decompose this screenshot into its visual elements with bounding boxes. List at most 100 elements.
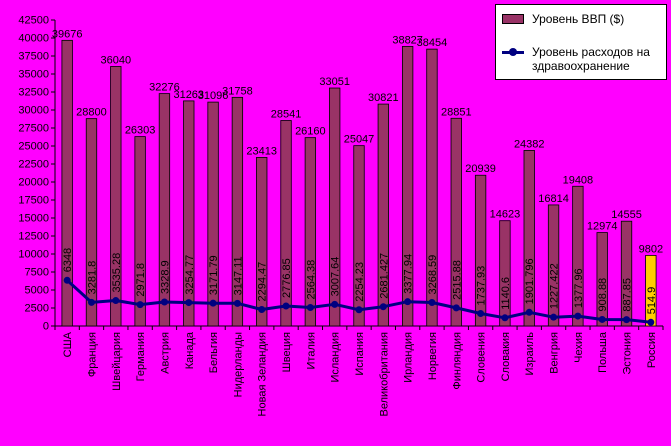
line-marker [331,300,339,308]
legend-entry-gdp: Уровень ВВП ($) [502,12,624,26]
bar-value-label: 38827 [392,34,423,46]
x-tick-label: Словения [476,332,488,383]
bar-value-label: 24382 [514,138,545,150]
bar-value-label: 25047 [344,134,375,146]
bar-value-label: 26303 [125,125,156,137]
x-tick-label: Нидерланды [232,332,244,397]
bar-value-label: 28541 [271,109,302,121]
bar [523,150,535,327]
line-value-label: 6348 [62,248,74,272]
bar-value-label: 36040 [101,55,132,67]
y-tick-label: 2500 [25,303,49,315]
bar [158,93,171,327]
bar-value-label: 9802 [639,243,663,255]
line-value-label: 3147.11 [232,256,244,295]
bar [450,117,462,327]
legend-label-gdp: Уровень ВВП ($) [532,12,625,26]
line-marker [87,298,95,306]
line-value-label: 2681.427 [378,253,390,299]
line-value-label: 3268.59 [427,255,439,295]
y-tick-label: 0 [43,321,49,333]
x-tick-label: Польша [597,331,609,373]
bar [280,120,292,327]
bar [426,48,438,327]
x-tick-label: Бельгия [208,332,220,373]
y-tick-label: 35000 [18,69,49,81]
bar [596,232,608,327]
line-value-label: 908.88 [597,278,609,312]
y-tick-label: 7500 [25,267,49,279]
legend-entry-health: Уровень расходов на здравоохранение [502,45,650,73]
line-marker [428,298,436,306]
bar [231,96,244,327]
line-value-label: 2515.88 [451,260,463,300]
x-tick-label: США [62,331,74,357]
x-tick-label: Великобритания [378,332,390,417]
legend-bar-swatch [502,14,524,24]
y-tick-label: 30000 [18,105,49,117]
x-tick-label: Финляндия [451,332,463,390]
line-value-label: 2294.47 [257,262,269,302]
line-value-label: 2776.85 [281,258,293,298]
bar-value-label: 16814 [538,193,569,205]
bar [645,255,657,327]
x-tick-label: Германия [135,332,147,381]
line-value-label: 3281.8 [86,261,98,295]
line-value-label: 887.85 [622,278,634,312]
line-value-label: 3328.9 [159,260,171,294]
x-tick-label: Венгрия [549,332,561,374]
bar [183,100,195,327]
y-tick-label: 22500 [18,159,49,171]
line-marker [209,299,217,307]
line-marker [623,316,631,324]
line-marker [355,306,363,314]
y-tick-label: 25000 [18,141,49,153]
bar-value-label: 39676 [52,28,83,40]
x-tick-label: Россия [646,332,658,368]
line-marker [379,303,387,311]
line-marker [258,305,266,313]
line-marker [233,299,241,307]
bar-value-label: 28800 [76,107,107,119]
bar [620,220,633,327]
bar [547,204,560,327]
y-tick-label: 27500 [18,123,49,135]
line-marker [404,298,412,306]
x-tick-label: Новая Зеландия [257,332,269,416]
x-tick-label: Швейцария [111,332,123,391]
bar-value-label: 38454 [417,37,448,49]
line-marker [160,298,168,306]
y-tick-label: 32500 [18,87,49,99]
y-tick-label: 37500 [18,51,49,63]
line-marker [525,308,533,316]
bar-value-label: 30821 [368,92,399,104]
line-value-label: 3535.28 [111,253,123,293]
bar [377,103,389,327]
x-tick-label: Ирландия [403,332,415,383]
x-tick-label: Норвегия [427,332,439,380]
x-tick-label: Франция [86,332,98,377]
legend-label-health-line2: здравоохранение [532,59,630,73]
line-value-label: 1737.93 [476,266,488,306]
bar-value-label: 28851 [441,106,472,118]
line-marker [452,304,460,312]
bar-value-label: 33051 [319,76,350,88]
y-tick-label: 17500 [18,195,49,207]
line-value-label: 2254.23 [354,262,366,302]
line-value-label: 1377.96 [573,268,585,308]
bar [256,157,268,327]
line-value-label: 2971.8 [135,263,147,297]
bar [474,174,487,327]
x-tick-label: Исландия [330,332,342,383]
bar [353,145,365,327]
line-marker [306,304,314,312]
line-value-label: 1140.6 [500,277,512,310]
x-tick-label: Швеция [281,332,293,372]
y-tick-label: 12500 [18,231,49,243]
line-marker [282,302,290,310]
line-marker [574,312,582,320]
chart-legend: Уровень ВВП ($) Уровень расходов на здра… [495,4,667,80]
line-marker [63,276,71,284]
bar [110,66,122,327]
bar-value-label: 31096 [198,90,229,102]
